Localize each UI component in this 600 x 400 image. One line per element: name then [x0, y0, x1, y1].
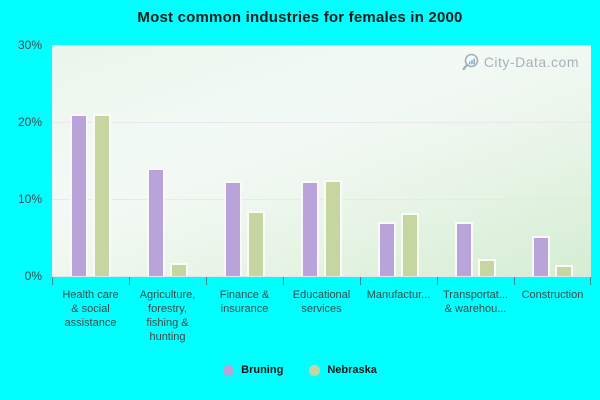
legend-item-bruning: Bruning: [223, 364, 283, 376]
magnifier-with-bars-icon: [462, 53, 479, 71]
x-axis-tick: [205, 277, 207, 285]
bar-group-4: [283, 45, 360, 276]
bruning-bar: [70, 114, 88, 276]
bruning-bar: [455, 222, 473, 276]
x-tick-label: Agriculture, forestry, fishing & hunting: [139, 289, 196, 343]
bruning-bar: [147, 168, 165, 276]
y-tick-label: 20%: [17, 115, 42, 129]
plot-area: City-Data.com: [52, 45, 591, 277]
bar-group-2: [129, 45, 206, 276]
x-axis-tick: [128, 277, 130, 285]
nebraska-bar: [555, 265, 573, 276]
bar-group-3: [206, 45, 283, 276]
x-tick-label: Health care & social assistance: [62, 289, 119, 329]
x-axis-tick: [514, 277, 515, 285]
bruning-bar: [532, 235, 550, 276]
x-axis-tick: [437, 277, 438, 285]
legend: Bruning Nebraska: [0, 364, 600, 376]
bruning-bar: [224, 181, 242, 276]
bruning-bar: [378, 222, 396, 276]
x-tick-label: Construction: [521, 289, 584, 301]
bar-group-6: [437, 45, 514, 276]
y-tick-label: 30%: [17, 38, 42, 52]
bar-group-7: [514, 45, 591, 276]
bar-group-5: [360, 45, 437, 276]
gridline-20: [52, 121, 591, 123]
x-axis-tick: [283, 277, 284, 285]
x-axis: Health care & social assistance Agricultu…: [52, 276, 591, 351]
legend-label-bruning: Bruning: [241, 364, 284, 376]
nebraska-bar: [93, 114, 111, 276]
nebraska-swatch: [309, 364, 321, 376]
bruning-swatch: [223, 364, 235, 376]
watermark-text: City-Data.com: [483, 54, 579, 70]
legend-label-nebraska: Nebraska: [327, 364, 377, 376]
gridline-10: [52, 198, 591, 200]
y-tick-label: 0%: [24, 269, 42, 283]
nebraska-bar: [247, 210, 265, 276]
nebraska-bar: [401, 212, 419, 276]
nebraska-bar: [324, 179, 342, 276]
bruning-bar: [301, 181, 319, 276]
nebraska-bar: [478, 259, 496, 276]
x-axis-tick: [359, 277, 361, 285]
nebraska-bar: [170, 262, 188, 276]
x-axis-tick: [52, 277, 53, 285]
y-tick-label: 10%: [17, 192, 42, 206]
legend-item-nebraska: Nebraska: [309, 364, 377, 376]
x-tick-label: Manufactur...: [366, 289, 431, 301]
x-tick-label: Finance & insurance: [219, 289, 270, 315]
x-tick-label: Educational services: [292, 289, 351, 315]
y-axis-labels: 30% 20% 10% 0%: [0, 38, 46, 283]
x-axis-tick: [590, 277, 591, 285]
x-tick-label: Transportat... & warehou...: [442, 289, 508, 315]
watermark: City-Data.com: [461, 52, 579, 72]
bar-group-1: [52, 45, 129, 276]
chart-title: Most common industries for females in 20…: [137, 9, 463, 26]
